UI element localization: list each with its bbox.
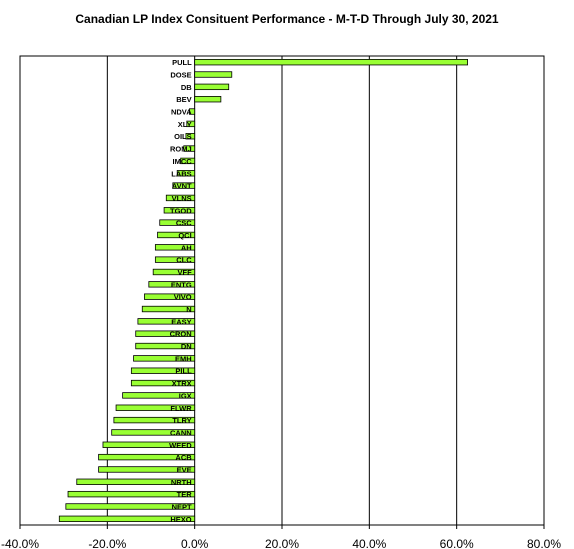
- bar-pull: [194, 58, 468, 66]
- category-label-xly: XLY: [178, 120, 192, 129]
- bar-tlry: [113, 416, 196, 424]
- category-label-bev: BEV: [176, 95, 191, 104]
- bar-layer: [58, 58, 468, 523]
- category-label-csc: CSC: [176, 219, 192, 228]
- bar-xtrx: [130, 379, 196, 387]
- category-label-cron: CRON: [170, 330, 192, 339]
- bar-xly: [186, 120, 196, 128]
- bar-entg: [148, 281, 196, 288]
- bar-nept: [65, 503, 196, 510]
- bar-avnt: [172, 182, 196, 189]
- bar-ah: [154, 244, 196, 251]
- x-tick-label: 40.0%: [352, 537, 386, 549]
- x-tick-label: -20.0%: [88, 537, 126, 549]
- category-label-cann: CANN: [170, 428, 192, 437]
- category-label-oils: OILS: [174, 132, 192, 141]
- bar-weed: [102, 441, 196, 448]
- bar-qci: [157, 231, 196, 239]
- category-labels: PULL DOSE DB BEV NDVA XLY OILS ROMJ IMCC LABS AVNT…: [169, 58, 192, 524]
- category-label-nept: NEPT: [172, 502, 192, 511]
- category-label-tlry: TLRY: [172, 416, 191, 425]
- bar-oils: [185, 133, 196, 140]
- category-label-pill: PILL: [175, 367, 192, 376]
- category-label-entg: ENTG: [171, 280, 192, 289]
- bar-emh: [133, 355, 196, 362]
- category-label-romj: ROMJ: [170, 145, 192, 154]
- bar-pill: [130, 367, 196, 374]
- category-label-pull: PULL: [172, 58, 192, 67]
- x-tick-label: 60.0%: [440, 537, 474, 549]
- bar-cron: [135, 330, 196, 337]
- bar-hexo: [58, 515, 196, 523]
- bar-vlns: [165, 194, 196, 202]
- category-label-eve: EVE: [177, 465, 192, 474]
- category-label-vlns: VLNS: [172, 194, 192, 203]
- category-label-vivo: VIVO: [174, 293, 192, 302]
- bar-dose: [194, 71, 233, 78]
- category-label-qci: QCI: [178, 231, 191, 240]
- category-label-dose: DOSE: [170, 71, 191, 80]
- category-label-nrth: NRTH: [171, 478, 192, 487]
- bar-eve: [98, 466, 196, 473]
- category-label-tgod: TGOD: [170, 206, 192, 215]
- x-tick-label: 80.0%: [527, 537, 561, 549]
- bar-vivo: [144, 293, 196, 300]
- bar-tgod: [163, 207, 196, 214]
- category-label-dn: DN: [181, 342, 192, 351]
- category-label-clc: CLC: [176, 256, 192, 265]
- x-tick-label: 20.0%: [265, 537, 299, 549]
- bar-romj: [183, 145, 196, 152]
- bar-vff: [152, 268, 196, 276]
- bar-ndva: [189, 108, 196, 115]
- category-label-imcc: IMCC: [172, 157, 192, 166]
- category-label-igx: IGX: [179, 391, 192, 400]
- category-label-weed: WEED: [169, 441, 192, 450]
- bar-easy: [137, 318, 196, 325]
- category-label-hexo: HEXO: [170, 515, 191, 524]
- bar-igx: [122, 392, 196, 399]
- x-tick-labels: -40.0% -20.0% 0.0% 20.0% 40.0% 60.0% 80.0%: [1, 525, 561, 549]
- category-label-ndva: NDVA: [171, 108, 192, 117]
- category-label-avnt: AVNT: [172, 182, 192, 191]
- bar-acb: [98, 453, 196, 461]
- category-label-db: DB: [181, 83, 192, 92]
- category-label-ter: TER: [177, 490, 193, 499]
- bar-bev: [194, 96, 222, 103]
- chart-title: Canadian LP Index Consituent Performance…: [75, 12, 499, 26]
- x-tick-label: -40.0%: [1, 537, 39, 549]
- bar-nrth: [76, 478, 196, 485]
- category-label-flwr: FLWR: [170, 404, 192, 413]
- bar-dn: [135, 342, 196, 350]
- bar-labs: [176, 170, 196, 177]
- bar-cann: [111, 429, 196, 436]
- bar-csc: [159, 219, 196, 226]
- bar-n: [141, 305, 196, 313]
- bar-flwr: [115, 404, 196, 411]
- x-tick-label: 0.0%: [181, 537, 209, 549]
- bar-db: [194, 83, 230, 91]
- bar-ter: [67, 490, 196, 498]
- category-label-vff: VFF: [177, 268, 192, 277]
- category-label-n: N: [186, 305, 191, 314]
- category-label-acb: ACB: [175, 453, 192, 462]
- category-label-emh: EMH: [175, 354, 192, 363]
- bar-clc: [154, 256, 196, 263]
- category-label-easy: EASY: [171, 317, 191, 326]
- category-label-xtrx: XTRX: [172, 379, 192, 388]
- category-label-labs: LABS: [171, 169, 191, 178]
- plot-area-border: [19, 55, 545, 526]
- category-label-ah: AH: [181, 243, 192, 252]
- bar-imcc: [180, 157, 196, 165]
